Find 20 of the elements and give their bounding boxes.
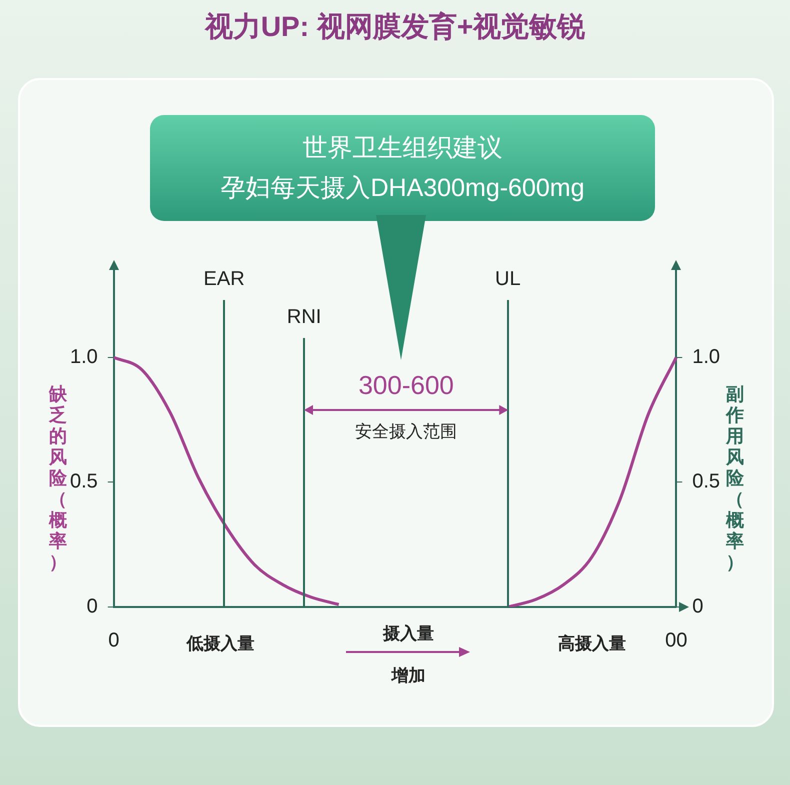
text: 高摄入量 (558, 633, 626, 655)
annotation: UL (495, 268, 521, 291)
text: 摄入量 (382, 623, 434, 645)
y2-tick-label: 1.0 (692, 346, 720, 368)
text: 低摄入量 (186, 633, 255, 655)
annotation: 安全摄入范围 (354, 420, 457, 443)
y2-tick-label: 0 (692, 596, 704, 618)
line-series (112, 356, 340, 606)
annotation: 300-600 (358, 370, 454, 401)
annotation: EAR (204, 268, 245, 291)
y-tick-label: 1.0 (70, 346, 98, 368)
text: 缺乏的风险（概率） (49, 384, 67, 572)
chart-title: 视力UP: 视网膜发育+视觉敏锐 (204, 10, 586, 44)
y-tick-label: 0.5 (70, 470, 98, 493)
text: 副作用风险（概率） (726, 384, 744, 572)
text: 增加 (391, 665, 426, 687)
y-tick-label: 0 (86, 596, 98, 618)
annotation: RNI (286, 306, 322, 329)
y2-tick-label: 0.5 (692, 470, 720, 493)
x-tick-label: 00 (665, 630, 688, 652)
